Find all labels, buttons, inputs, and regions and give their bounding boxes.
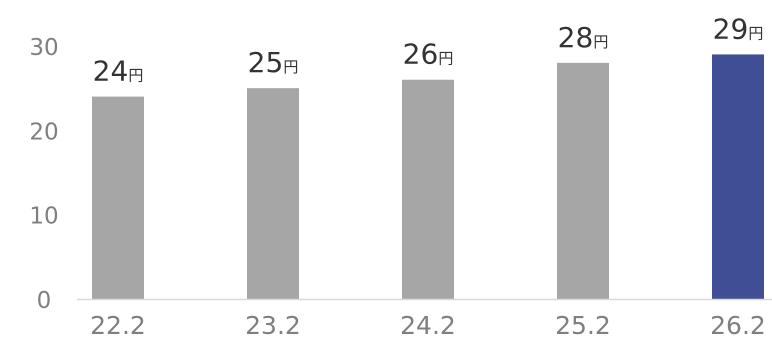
y-tick-label: 20 — [29, 119, 58, 145]
bar-26-2 — [712, 54, 764, 299]
y-tick-label: 30 — [29, 35, 58, 61]
x-axis-ticks: 22.2 23.2 24.2 25.2 26.2 — [90, 311, 766, 340]
data-label-value: 29 — [713, 12, 749, 45]
x-tick-label: 24.2 — [400, 311, 456, 340]
data-label: 28円 — [558, 21, 609, 54]
x-tick-label: 22.2 — [90, 311, 146, 340]
y-axis-ticks: 0 10 20 30 — [29, 35, 58, 314]
x-tick-label: 25.2 — [555, 311, 611, 340]
bar-23-2 — [247, 88, 299, 299]
data-label: 26円 — [403, 38, 454, 71]
data-label-unit: 円 — [283, 58, 298, 76]
bar-22-2 — [92, 97, 144, 299]
data-label-unit: 円 — [748, 24, 763, 42]
data-label-value: 25 — [248, 46, 284, 79]
bars — [92, 54, 764, 299]
data-label-value: 26 — [403, 38, 439, 71]
y-tick-label: 0 — [37, 288, 52, 314]
x-tick-label: 26.2 — [710, 311, 766, 340]
data-label: 24円 — [93, 55, 144, 88]
bar-25-2 — [557, 63, 609, 299]
data-label: 25円 — [248, 46, 299, 79]
data-label-value: 24 — [93, 55, 129, 88]
data-label-value: 28 — [558, 21, 594, 54]
y-tick-label: 10 — [29, 204, 58, 230]
data-label-unit: 円 — [438, 50, 453, 68]
data-label-unit: 円 — [593, 33, 608, 51]
bar-24-2 — [402, 80, 454, 299]
x-tick-label: 23.2 — [245, 311, 301, 340]
data-label: 29円 — [713, 12, 764, 45]
data-label-unit: 円 — [128, 67, 143, 85]
